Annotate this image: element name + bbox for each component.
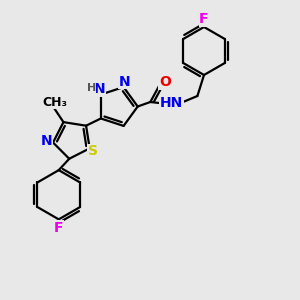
Text: N: N [118,75,130,89]
Text: CH₃: CH₃ [42,95,67,109]
Text: S: S [88,144,98,158]
Text: N: N [94,82,105,96]
Text: N: N [40,134,52,148]
Text: H: H [87,83,96,93]
Text: F: F [199,13,209,26]
Text: O: O [159,76,171,89]
Text: HN: HN [160,97,183,110]
Text: F: F [54,221,64,235]
